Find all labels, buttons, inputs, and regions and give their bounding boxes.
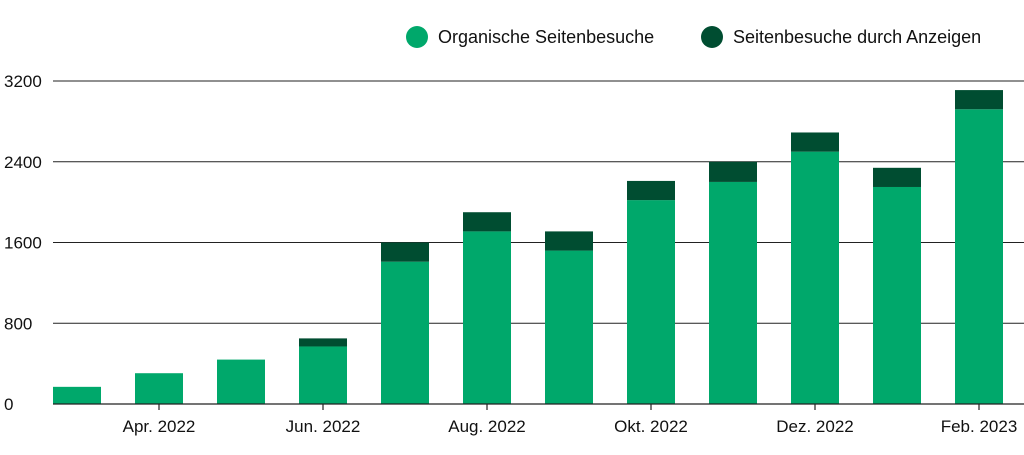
bar-organic: 2920 [955,109,1003,404]
y-axis-tick-labels: 0 800 1600 2400 3200 [4,72,42,414]
bar-organic: 2200 [709,181,757,404]
y-tick-label: 2400 [4,153,42,172]
y-tick-label: 800 [4,314,32,333]
bar-ads: 190 [545,231,593,251]
x-tick-label: Feb. 2023 [941,417,1018,436]
bar-organic: 1520 [545,250,593,404]
y-tick-label: 3200 [4,72,42,91]
bar-organic: 440 [217,359,265,404]
legend: Organische Seitenbesuche Seitenbesuche du… [406,26,981,48]
bar-organic: 570 [299,346,347,404]
gridlines [53,80,1024,324]
bar-organic: 2150 [873,186,921,404]
bar-organic: 170 [53,386,101,404]
x-axis [53,403,1024,410]
legend-swatch [701,26,723,48]
bar-ads: 190 [791,132,839,152]
x-tick-label: Aug. 2022 [448,417,526,436]
y-tick-label: 0 [4,395,13,414]
x-axis-tick-labels: Apr. 2022 Jun. 2022 Aug. 2022 Okt. 2022 Dez.… [123,417,1018,436]
x-tick-label: Jun. 2022 [286,417,361,436]
bar-ads: 200 [709,161,757,182]
bar-organic: 2500 [791,151,839,404]
bar-organic: 1410 [381,261,429,404]
bar-ads: 190 [627,180,675,201]
bar-ads: 190 [873,167,921,187]
x-tick-label: Dez. 2022 [776,417,854,436]
bars: 1703054405708014101901710190152019020201… [53,90,1003,404]
y-tick-label: 1600 [4,234,42,253]
bar-ads: 190 [463,212,511,232]
legend-label: Organische Seitenbesuche [438,27,654,47]
bar-ads: 190 [955,90,1003,110]
legend-swatch [406,26,428,48]
legend-label: Seitenbesuche durch Anzeigen [733,27,981,47]
bar-organic: 1710 [463,231,511,404]
x-tick-label: Apr. 2022 [123,417,196,436]
x-tick-label: Okt. 2022 [614,417,688,436]
bar-organic: 2020 [627,200,675,404]
bar-organic: 305 [135,373,183,404]
bar-ads: 190 [381,242,429,262]
bar-ads: 80 [299,338,347,347]
